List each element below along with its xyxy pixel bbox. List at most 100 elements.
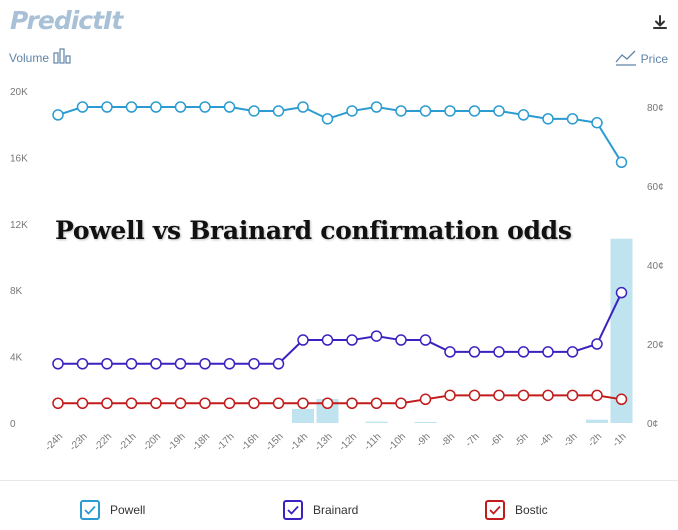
- series-line-powell: [57, 105, 623, 163]
- data-point-bostic: [591, 389, 603, 402]
- x-tick-label: -10h: [386, 431, 408, 453]
- x-tick-label: -23h: [68, 431, 90, 453]
- price-tick-label: 0¢: [647, 419, 658, 430]
- legend-divider: [0, 480, 678, 481]
- data-point-bostic: [321, 397, 334, 409]
- data-point-brainard: [52, 358, 64, 370]
- line-chart: 0 4K 8K 12K 16K 20K 0¢ 20¢ 40¢ 60¢ 80¢ -24h -23h -22h…: [10, 87, 664, 453]
- data-point-bostic: [395, 397, 407, 409]
- series-line-brainard: [58, 292, 623, 365]
- x-tick-label: -15h: [264, 431, 286, 453]
- data-point-powell: [199, 101, 211, 113]
- data-point-brainard: [297, 334, 309, 346]
- data-point-powell: [101, 101, 113, 113]
- data-point-bostic: [174, 397, 187, 409]
- data-point-powell: [321, 113, 334, 125]
- data-point-bostic: [150, 397, 162, 409]
- data-point-brainard: [150, 358, 162, 370]
- volume-tick-label: 8K: [10, 286, 23, 297]
- data-point-brainard: [517, 346, 530, 358]
- chart-title-overlay: Powell vs Brainard confirmation odds: [55, 216, 572, 245]
- volume-axis-label: Volume: [9, 50, 50, 65]
- legend-label-brainard: Brainard: [313, 503, 359, 517]
- price-axis-label: Price: [640, 51, 668, 66]
- brand-logo: PredictIt: [10, 6, 123, 35]
- data-point-brainard: [615, 286, 628, 299]
- price-tick-label: 40¢: [647, 261, 664, 272]
- x-tick-label: -20h: [141, 431, 163, 453]
- x-tick-label: -9h: [415, 431, 433, 449]
- data-point-powell: [150, 101, 162, 113]
- data-point-bostic: [199, 397, 211, 409]
- data-point-powell: [468, 105, 481, 117]
- download-icon[interactable]: [650, 13, 670, 33]
- checkmark-icon: [485, 500, 505, 520]
- data-point-brainard: [419, 334, 432, 346]
- data-point-brainard: [346, 334, 358, 346]
- volume-tick-label: 0: [10, 419, 16, 430]
- data-point-bostic: [223, 397, 236, 409]
- x-tick-label: -6h: [488, 431, 506, 449]
- data-point-powell: [566, 113, 579, 125]
- x-tick-label: -21h: [117, 431, 139, 453]
- data-point-brainard: [444, 346, 456, 358]
- volume-axis-title: Volume: [9, 48, 73, 67]
- data-point-brainard: [493, 346, 505, 358]
- data-point-powell: [542, 113, 554, 125]
- checkmark-icon: [283, 500, 303, 520]
- checkmark-icon: [80, 500, 100, 520]
- data-point-powell: [223, 101, 236, 113]
- volume-tick-label: 12K: [10, 220, 28, 231]
- data-point-bostic: [248, 397, 260, 409]
- data-point-powell: [52, 109, 64, 121]
- x-tick-label: -7h: [464, 431, 482, 449]
- x-tick-label: -14h: [288, 431, 310, 453]
- data-point-brainard: [101, 358, 113, 370]
- price-tick-label: 80¢: [647, 103, 664, 114]
- x-tick-label: -11h: [362, 431, 383, 452]
- data-point-brainard: [248, 358, 260, 370]
- data-point-brainard: [125, 358, 138, 370]
- x-tick-label: -22h: [92, 431, 114, 453]
- data-point-bostic: [542, 389, 554, 402]
- data-point-powell: [615, 156, 628, 169]
- volume-bar: [292, 408, 314, 423]
- legend-item-brainard[interactable]: Brainard: [283, 500, 358, 520]
- x-tick-label: -5h: [513, 431, 531, 449]
- data-point-bostic: [517, 389, 530, 402]
- x-tick-label: -16h: [239, 431, 261, 453]
- data-point-powell: [395, 105, 407, 117]
- volume-tick-label: 4K: [10, 353, 23, 364]
- data-point-powell: [517, 109, 530, 121]
- data-point-powell: [125, 101, 138, 113]
- data-point-bostic: [493, 389, 505, 402]
- legend-item-bostic[interactable]: Bostic: [485, 500, 548, 520]
- data-point-powell: [174, 101, 187, 113]
- data-point-brainard: [174, 358, 187, 370]
- x-tick-label: -13h: [313, 431, 335, 453]
- data-point-bostic: [125, 397, 138, 409]
- line-chart-icon: [615, 48, 637, 69]
- data-point-bostic: [272, 397, 285, 409]
- data-point-powell: [419, 105, 432, 117]
- volume-bar: [365, 421, 388, 423]
- volume-bar: [414, 422, 437, 423]
- data-point-powell: [76, 101, 89, 113]
- data-point-bostic: [346, 397, 358, 409]
- data-point-powell: [346, 105, 358, 117]
- x-tick-label: -18h: [190, 431, 212, 453]
- data-point-bostic: [101, 397, 113, 409]
- data-point-powell: [272, 105, 285, 117]
- volume-bar: [610, 238, 633, 423]
- x-tick-label: -12h: [337, 431, 359, 453]
- price-axis-title: Price: [615, 48, 668, 69]
- series-line-bostic: [58, 394, 622, 405]
- data-point-powell: [493, 105, 505, 117]
- legend-item-powell[interactable]: Powell: [80, 500, 145, 520]
- data-point-brainard: [542, 346, 554, 358]
- data-point-powell: [297, 101, 309, 113]
- data-point-powell: [444, 105, 456, 117]
- x-tick-label: -4h: [537, 431, 555, 449]
- data-point-bostic: [468, 389, 481, 402]
- data-point-powell: [370, 101, 383, 113]
